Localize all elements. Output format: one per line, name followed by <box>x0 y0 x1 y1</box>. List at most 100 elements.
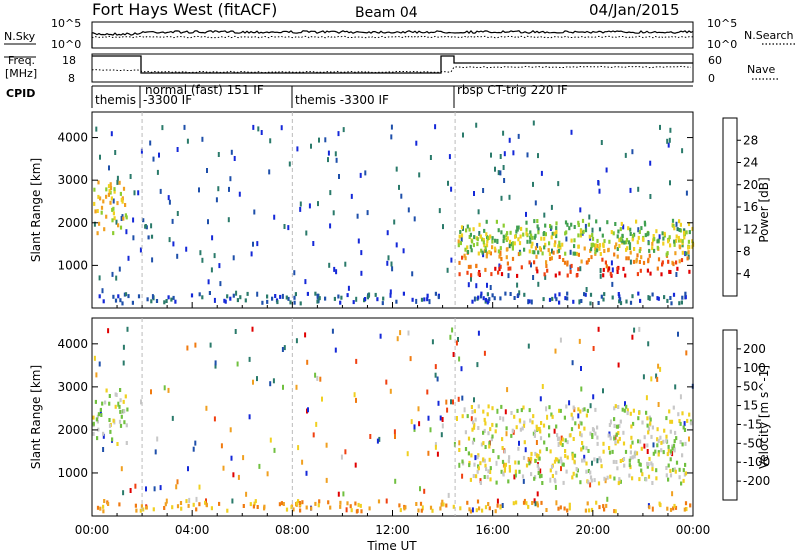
data-cell <box>167 295 170 300</box>
data-cell <box>280 125 283 131</box>
data-cell <box>483 475 486 479</box>
data-cell <box>649 194 652 199</box>
data-cell <box>484 505 488 510</box>
data-cell <box>608 239 611 244</box>
data-cell <box>346 501 349 506</box>
data-cell <box>518 440 520 446</box>
data-cell <box>639 268 642 273</box>
data-cell <box>171 415 174 421</box>
data-cell <box>194 342 197 348</box>
data-cell <box>557 459 560 464</box>
data-cell <box>342 491 345 497</box>
data-cell <box>98 294 101 299</box>
data-cell <box>585 461 588 466</box>
data-cell <box>111 207 114 212</box>
data-cell <box>495 460 498 466</box>
data-cell <box>427 415 430 421</box>
data-cell <box>461 473 464 479</box>
data-cell <box>495 480 498 485</box>
data-cell <box>152 156 155 162</box>
data-cell <box>577 423 580 429</box>
data-cell <box>171 218 174 224</box>
data-cell <box>103 499 106 503</box>
data-cell <box>482 188 485 193</box>
data-cell <box>489 470 492 474</box>
data-cell <box>633 454 636 459</box>
data-cell <box>598 243 602 248</box>
data-cell <box>564 453 567 458</box>
data-cell <box>600 464 603 469</box>
data-cell <box>461 459 464 464</box>
data-cell <box>566 508 569 513</box>
data-cell <box>675 272 678 277</box>
data-cell <box>684 441 687 446</box>
data-cell <box>550 464 554 469</box>
data-cell <box>476 499 480 504</box>
nave-series <box>91 65 692 74</box>
data-cell <box>331 328 334 334</box>
data-cell <box>92 431 95 436</box>
data-cell <box>379 333 382 339</box>
data-cell <box>558 255 561 259</box>
data-cell <box>390 134 393 140</box>
data-cell <box>601 233 604 238</box>
data-cell <box>338 174 340 179</box>
data-cell <box>480 291 483 296</box>
data-cell <box>491 239 494 244</box>
data-cell <box>102 509 105 514</box>
data-cell <box>269 381 272 387</box>
data-cell <box>673 226 676 231</box>
data-cell <box>551 474 554 478</box>
freq-tick-low: 8 <box>68 72 75 85</box>
data-cell <box>478 231 481 236</box>
data-cell <box>531 420 534 425</box>
data-cell <box>618 294 621 299</box>
data-cell <box>637 416 640 421</box>
data-cell <box>685 507 688 512</box>
data-cell <box>665 473 668 478</box>
data-cell <box>437 400 440 406</box>
data-cell <box>464 447 468 451</box>
data-cell <box>109 200 112 205</box>
data-cell <box>399 508 402 513</box>
data-cell <box>145 486 147 492</box>
data-cell <box>563 260 567 265</box>
data-cell <box>506 261 509 266</box>
data-cell <box>519 234 522 239</box>
data-cell <box>470 453 473 458</box>
data-cell <box>479 481 482 485</box>
data-cell <box>400 193 403 199</box>
data-cell <box>564 220 568 225</box>
data-cell <box>655 373 658 379</box>
data-cell <box>483 243 486 248</box>
data-cell <box>536 503 539 508</box>
data-cell <box>596 441 599 446</box>
data-cell <box>557 442 560 447</box>
data-cell <box>503 465 507 470</box>
data-cell <box>355 296 358 302</box>
data-cell <box>503 449 506 454</box>
data-cell <box>314 501 317 506</box>
data-cell <box>508 468 511 473</box>
data-cell <box>131 300 134 305</box>
data-cell <box>681 295 684 300</box>
data-cell <box>446 267 449 273</box>
data-cell <box>482 430 485 435</box>
data-cell <box>199 250 202 256</box>
data-cell <box>418 421 421 427</box>
data-cell <box>544 232 547 237</box>
data-cell <box>544 274 547 280</box>
data-cell <box>357 238 360 244</box>
data-cell <box>506 231 509 236</box>
data-cell <box>671 444 674 449</box>
data-cell <box>101 401 104 406</box>
data-cell <box>502 223 505 228</box>
data-cell <box>337 294 340 299</box>
data-cell <box>502 234 505 239</box>
data-cell <box>464 247 467 252</box>
data-cell <box>485 254 488 259</box>
data-cell <box>553 459 557 464</box>
data-cell <box>550 235 553 240</box>
data-cell <box>681 239 684 244</box>
data-cell <box>349 504 352 509</box>
